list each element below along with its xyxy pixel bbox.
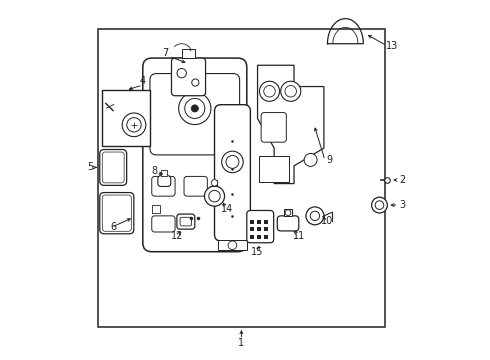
FancyBboxPatch shape (102, 195, 131, 231)
Circle shape (179, 92, 211, 125)
Circle shape (211, 180, 218, 186)
Bar (161, 170, 167, 176)
FancyBboxPatch shape (143, 58, 247, 252)
Circle shape (304, 153, 317, 166)
FancyBboxPatch shape (215, 105, 250, 241)
FancyBboxPatch shape (172, 58, 205, 96)
FancyBboxPatch shape (158, 176, 171, 186)
FancyBboxPatch shape (180, 217, 192, 226)
Circle shape (209, 190, 221, 202)
Text: 8: 8 (151, 166, 158, 176)
Bar (212, 180, 218, 186)
Text: 3: 3 (400, 200, 406, 210)
Circle shape (122, 113, 146, 137)
FancyBboxPatch shape (277, 216, 299, 231)
Circle shape (192, 79, 199, 86)
Circle shape (185, 98, 205, 118)
Bar (218, 240, 247, 250)
Circle shape (285, 86, 296, 97)
FancyBboxPatch shape (184, 176, 207, 196)
Text: 1: 1 (238, 338, 245, 348)
Circle shape (228, 241, 237, 249)
Bar (259, 156, 289, 182)
FancyBboxPatch shape (100, 149, 126, 185)
Text: 15: 15 (251, 247, 264, 257)
Text: 5: 5 (87, 162, 93, 172)
Text: 11: 11 (293, 231, 305, 240)
Bar (285, 210, 292, 216)
Circle shape (371, 197, 388, 213)
Circle shape (281, 81, 301, 101)
Circle shape (127, 118, 141, 132)
Text: 6: 6 (110, 222, 116, 232)
Text: 14: 14 (221, 204, 233, 214)
Circle shape (310, 211, 319, 221)
Polygon shape (258, 65, 324, 184)
Text: 13: 13 (386, 41, 398, 50)
Text: 2: 2 (400, 175, 406, 185)
Text: 7: 7 (162, 48, 169, 58)
Text: 12: 12 (171, 231, 183, 240)
Text: 9: 9 (326, 155, 332, 165)
FancyBboxPatch shape (261, 113, 286, 142)
Circle shape (264, 86, 275, 97)
FancyBboxPatch shape (177, 214, 195, 229)
FancyBboxPatch shape (247, 211, 274, 243)
FancyBboxPatch shape (152, 176, 175, 196)
Circle shape (177, 68, 186, 78)
FancyBboxPatch shape (152, 216, 175, 232)
Circle shape (226, 156, 239, 168)
Circle shape (204, 186, 224, 206)
Circle shape (221, 151, 243, 173)
Circle shape (375, 201, 384, 210)
FancyBboxPatch shape (100, 193, 134, 234)
Bar (182, 49, 196, 58)
Bar (101, 90, 150, 146)
FancyBboxPatch shape (102, 152, 124, 183)
Bar (98, 30, 385, 327)
Circle shape (191, 105, 198, 112)
Text: 4: 4 (140, 76, 146, 86)
Text: 10: 10 (321, 216, 334, 226)
Circle shape (285, 210, 291, 216)
Circle shape (259, 81, 279, 101)
Circle shape (306, 207, 324, 225)
FancyBboxPatch shape (150, 73, 240, 155)
Bar (152, 205, 160, 213)
